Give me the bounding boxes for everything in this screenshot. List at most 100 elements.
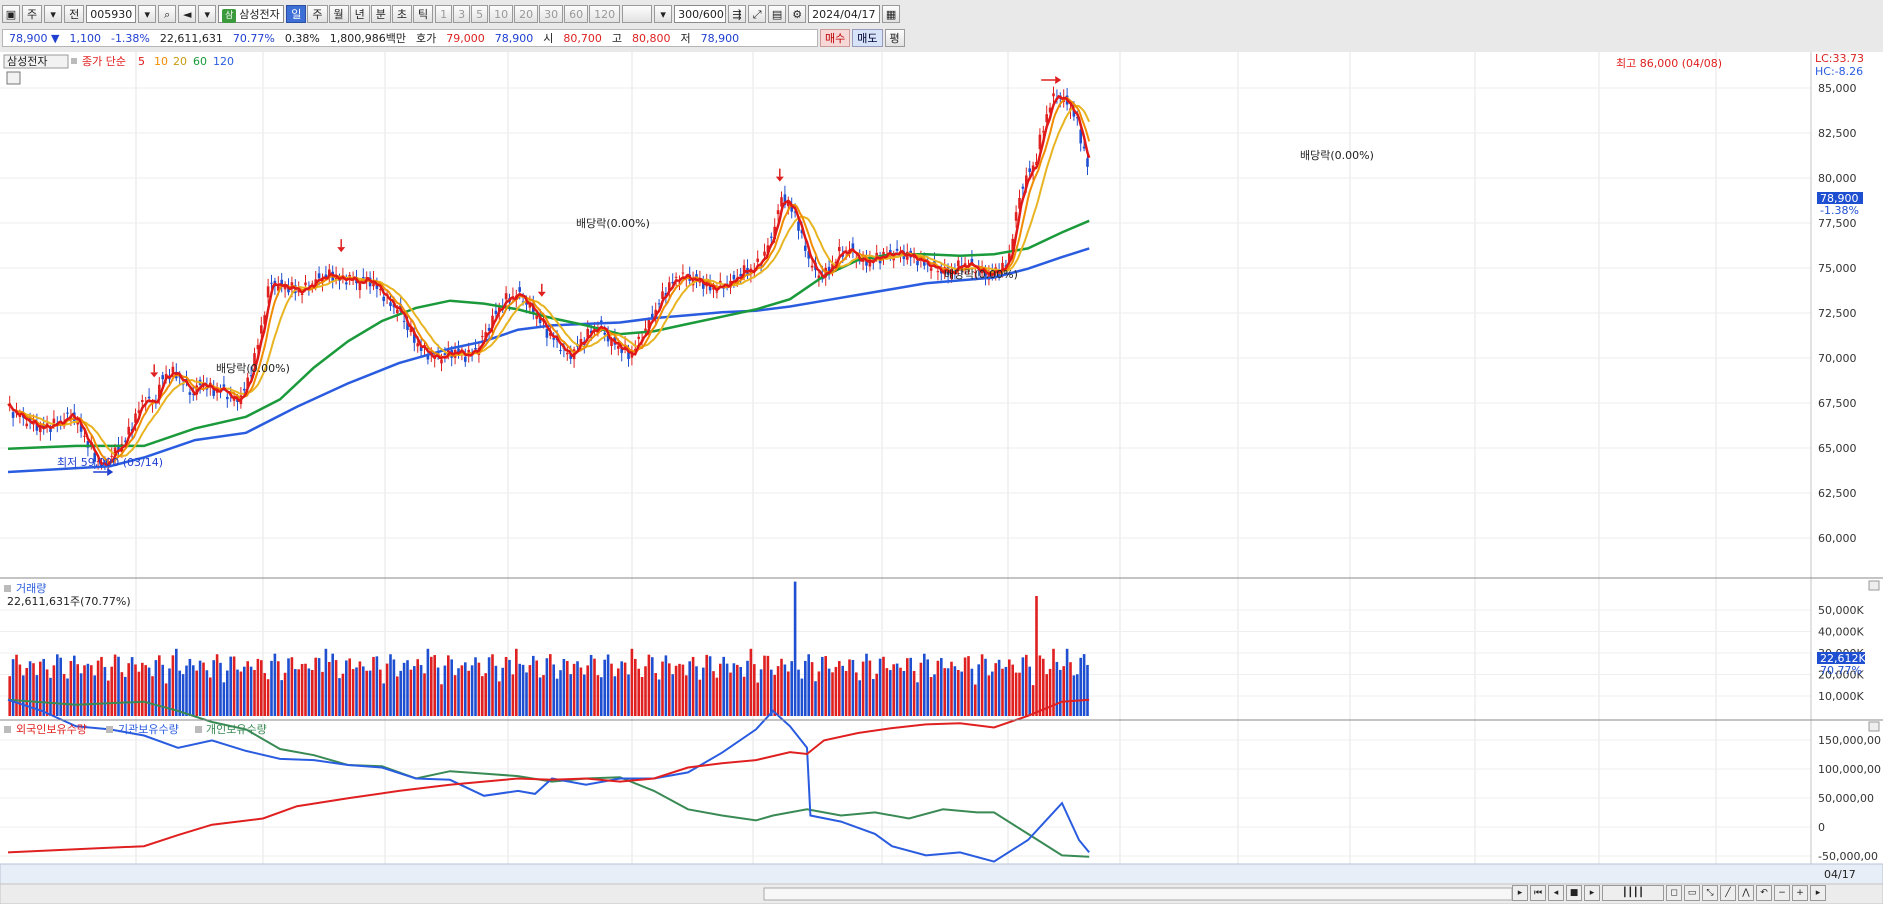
stock-code-input[interactable]: 005930 <box>86 5 137 23</box>
interval-button[interactable]: 5 <box>471 5 489 23</box>
volume-bar <box>494 665 498 716</box>
period-button[interactable]: 초 <box>391 5 412 23</box>
chart-menu-icon[interactable] <box>6 71 21 85</box>
expand-icon[interactable]: ⤢ <box>748 5 767 23</box>
last-price-tag: 78,900 -1.38% <box>1817 192 1863 217</box>
interval-button[interactable]: 3 <box>453 5 471 23</box>
tools-icon[interactable]: ⋀ <box>1738 885 1754 901</box>
chevron-down-icon[interactable]: ▾ <box>44 5 63 23</box>
volume-bar <box>831 672 834 716</box>
buy-button[interactable]: 매수 <box>820 29 851 47</box>
period-button[interactable]: 일 <box>286 5 307 23</box>
stock-name-field[interactable]: 삼 삼성전자 <box>218 5 285 23</box>
candle-body <box>712 287 715 290</box>
holding-panel-toggle-icon[interactable] <box>1868 721 1880 732</box>
candle-body <box>419 346 423 351</box>
stock-tag[interactable] <box>3 54 69 69</box>
code-dropdown-icon[interactable]: ▾ <box>138 5 157 23</box>
volume-bar <box>18 664 22 716</box>
more-icon[interactable]: ▸ <box>1810 885 1826 901</box>
interval-button[interactable]: 60 <box>564 5 589 23</box>
minus-icon[interactable]: − <box>1774 885 1790 901</box>
candle-body <box>620 347 623 353</box>
period-button[interactable]: 주 <box>307 5 328 23</box>
candle-body <box>647 319 651 329</box>
volume-bar <box>515 648 518 716</box>
stop-icon[interactable]: ■ <box>1566 885 1582 901</box>
volume-bar <box>365 670 368 716</box>
scroll-prev-icon[interactable]: ◂ <box>1548 885 1564 901</box>
volume-bar <box>11 659 15 716</box>
candle-body <box>1052 93 1055 97</box>
zoom-reset-icon[interactable]: ◻ <box>1666 885 1682 901</box>
volume-bar <box>545 658 549 716</box>
sell-button[interactable]: 매도 <box>852 29 883 47</box>
scroll-right-icon[interactable]: ▸ <box>1512 885 1528 901</box>
interval-button[interactable]: 30 <box>539 5 564 23</box>
scroll-next-icon[interactable]: ▸ <box>1584 885 1600 901</box>
interval-button[interactable]: 1 <box>435 5 453 23</box>
last-price-change: -1.38% <box>1820 204 1859 217</box>
undo-icon[interactable]: ↶ <box>1756 885 1772 901</box>
calendar-icon[interactable]: ▦ <box>882 5 901 23</box>
stock-chart[interactable]: 85,000 82,500 80,000 77,500 75,000 72,500 70,0… <box>0 52 1883 904</box>
candle-body <box>348 274 351 277</box>
avg-button[interactable]: 평 <box>884 29 905 47</box>
volume-bar <box>314 657 317 716</box>
compress-icon[interactable]: ⇶ <box>728 5 747 23</box>
candle-body <box>875 252 878 257</box>
candle-body <box>1014 212 1018 221</box>
individual-label: 개인보유수량 <box>206 723 267 736</box>
period-button[interactable]: 분 <box>370 5 391 23</box>
zoom-fit-icon[interactable]: ⤡ <box>1702 885 1718 901</box>
scroll-first-icon[interactable]: ⏮ <box>1530 885 1546 901</box>
volume-panel-toggle-icon[interactable] <box>1868 580 1880 591</box>
volume-bar <box>348 658 351 716</box>
holding-tick-label: 0 <box>1818 821 1825 834</box>
gear-icon[interactable]: ⚙ <box>788 5 807 23</box>
volume-bar <box>664 655 668 716</box>
candle-body <box>974 272 977 274</box>
draw-icon[interactable]: ╱ <box>1720 885 1736 901</box>
holding-bullet-icon-3 <box>195 726 202 733</box>
fit-icon[interactable]: ▭ <box>1684 885 1700 901</box>
interval-button[interactable]: 120 <box>589 5 621 23</box>
volume-bar <box>372 656 375 716</box>
price-tick-label: 70,000 <box>1818 352 1857 365</box>
candle-body <box>957 260 960 267</box>
candle-body <box>1011 238 1014 251</box>
search-icon[interactable]: ⌕ <box>158 5 177 23</box>
save-icon[interactable]: ▤ <box>768 5 787 23</box>
volume-bar <box>324 648 328 716</box>
volume-bar <box>453 675 457 716</box>
volume-bar <box>719 663 722 716</box>
candle-body <box>600 320 603 324</box>
volume-bar <box>440 684 443 716</box>
period-button[interactable]: 틱 <box>413 5 434 23</box>
bar-count-field[interactable]: 300/600 <box>674 5 727 23</box>
scrollbar-thumb[interactable] <box>763 887 1513 901</box>
interval-button[interactable]: 10 <box>489 5 514 23</box>
volume-bar <box>885 668 889 716</box>
date-field[interactable]: 2024/04/17 <box>808 5 881 23</box>
period-button[interactable]: 년 <box>349 5 370 23</box>
interval-button[interactable]: 20 <box>514 5 539 23</box>
candle-body <box>35 422 39 431</box>
period-dropdown[interactable]: 주 <box>22 5 43 23</box>
period-button[interactable]: 월 <box>328 5 349 23</box>
volume-bar <box>821 656 824 716</box>
candle-body <box>39 424 42 433</box>
volume-bar <box>79 673 83 716</box>
interval-dropdown-icon[interactable]: ▾ <box>654 5 673 23</box>
volume-bar <box>59 657 62 716</box>
volume-bar <box>977 664 980 716</box>
interval-custom[interactable] <box>622 5 653 23</box>
volume-bar <box>294 669 297 716</box>
jeon-button[interactable]: 전 <box>64 5 85 23</box>
window-icon[interactable]: ▣ <box>2 5 20 23</box>
stock-dropdown-icon[interactable]: ▾ <box>198 5 217 23</box>
plus-icon[interactable]: + <box>1792 885 1808 901</box>
zoom-slider[interactable]: ┃┃┃┃ <box>1602 885 1664 901</box>
speaker-icon[interactable]: ◄ <box>178 5 197 23</box>
candle-body <box>86 441 90 448</box>
